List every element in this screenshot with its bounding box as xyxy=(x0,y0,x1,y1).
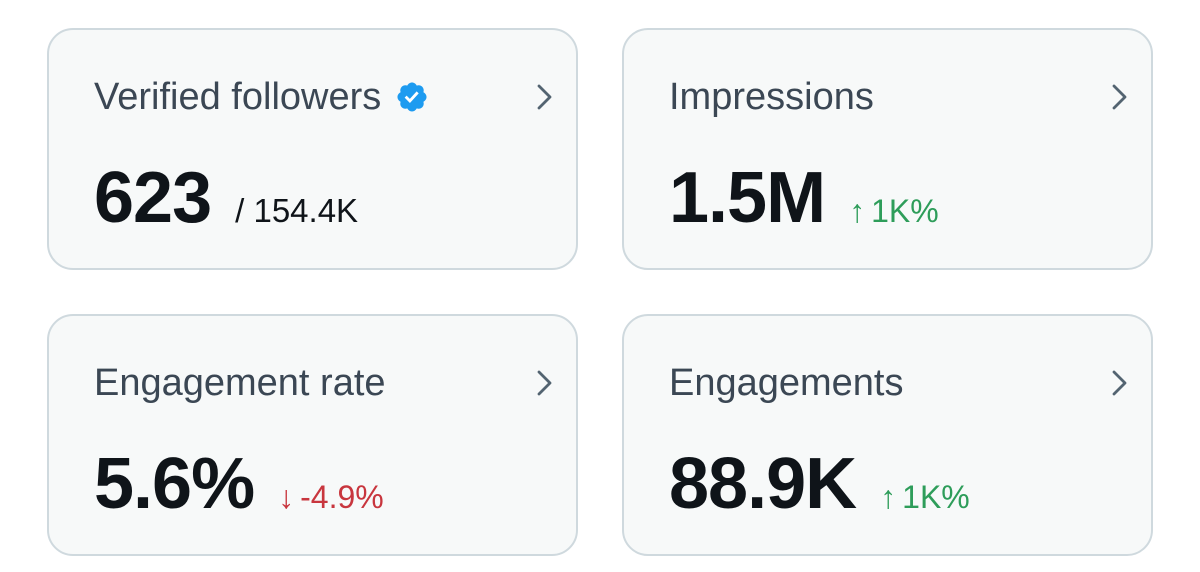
verified-badge-icon xyxy=(397,82,427,112)
engagement-rate-delta: ↓ -4.9% xyxy=(278,479,384,516)
chevron-right-icon xyxy=(537,84,552,110)
value-row: 1.5M ↑ 1K% xyxy=(669,158,939,238)
verified-followers-card[interactable]: Verified followers 623 / 154.4K xyxy=(47,28,578,270)
engagements-title: Engagements xyxy=(669,362,904,404)
delta-value: 1K% xyxy=(902,479,970,515)
engagement-rate-title: Engagement rate xyxy=(94,362,386,404)
arrow-up-icon: ↑ xyxy=(880,479,897,515)
value-row: 5.6% ↓ -4.9% xyxy=(94,444,384,524)
arrow-down-icon: ↓ xyxy=(278,479,295,515)
value-row: 623 / 154.4K xyxy=(94,158,358,238)
card-title: Impressions xyxy=(669,74,874,120)
card-title: Engagement rate xyxy=(94,360,386,406)
card-title: Engagements xyxy=(669,360,904,406)
chevron-right-icon xyxy=(537,370,552,396)
verified-followers-title: Verified followers xyxy=(94,76,382,118)
value-row: 88.9K ↑ 1K% xyxy=(669,444,970,524)
engagement-rate-value: 5.6% xyxy=(94,444,255,524)
engagement-rate-card[interactable]: Engagement rate 5.6% ↓ -4.9% xyxy=(47,314,578,556)
impressions-card[interactable]: Impressions 1.5M ↑ 1K% xyxy=(622,28,1153,270)
total-followers-value: / 154.4K xyxy=(235,192,359,229)
card-title: Verified followers xyxy=(94,74,429,120)
impressions-value: 1.5M xyxy=(669,158,826,238)
impressions-title: Impressions xyxy=(669,76,874,118)
engagements-delta: ↑ 1K% xyxy=(880,479,970,516)
engagements-card[interactable]: Engagements 88.9K ↑ 1K% xyxy=(622,314,1153,556)
delta-value: 1K% xyxy=(871,193,939,229)
impressions-delta: ↑ 1K% xyxy=(849,193,939,230)
verified-followers-value: 623 xyxy=(94,158,212,238)
delta-value: -4.9% xyxy=(300,479,384,515)
chevron-right-icon xyxy=(1112,370,1127,396)
engagements-value: 88.9K xyxy=(669,444,857,524)
arrow-up-icon: ↑ xyxy=(849,193,866,229)
chevron-right-icon xyxy=(1112,84,1127,110)
